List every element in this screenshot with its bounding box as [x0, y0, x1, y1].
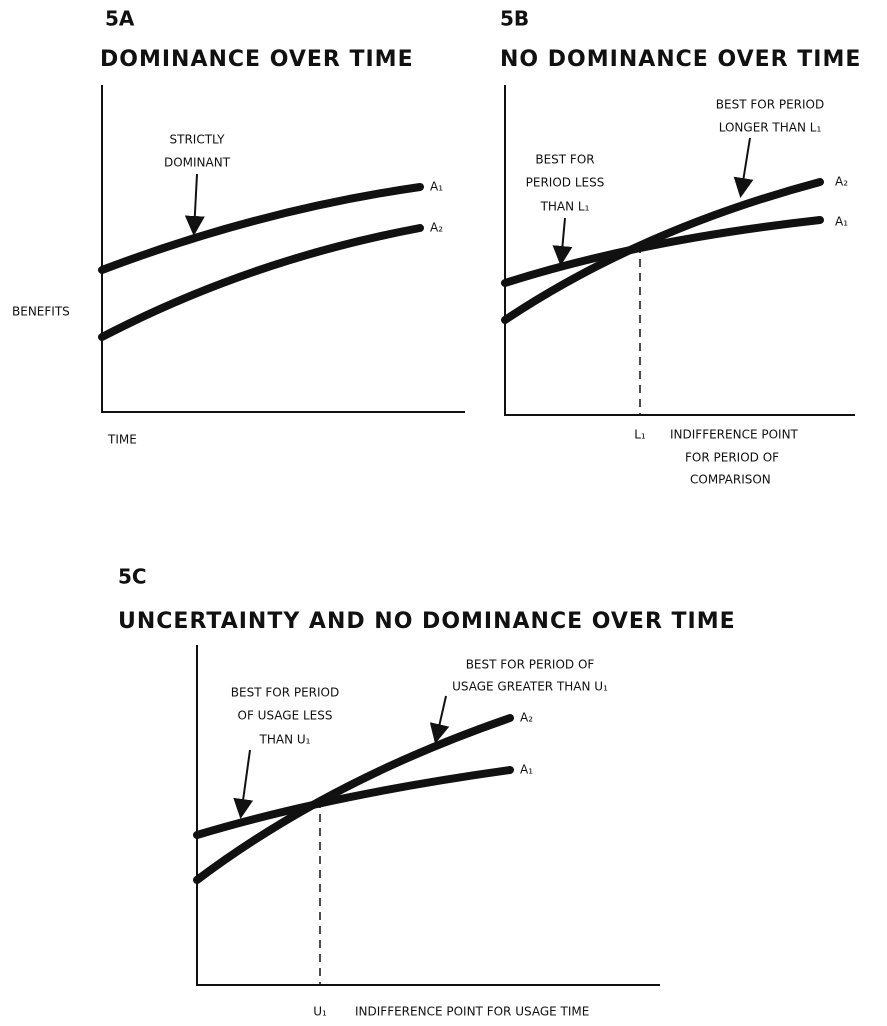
- axes: [504, 85, 855, 416]
- point-label: U₁: [313, 1005, 327, 1019]
- curve: [501, 216, 824, 287]
- arrow: [429, 695, 450, 744]
- annotation: BEST FOR: [535, 153, 594, 167]
- panel-id: 5C: [118, 565, 147, 589]
- panel-5b: 5B NO DOMINANCE OVER TIME A₂ A₁ BEST FOR…: [500, 7, 861, 487]
- annotation: THAN U₁: [259, 733, 311, 747]
- point-label: L₁: [634, 428, 646, 442]
- arrow: [552, 217, 573, 266]
- annotation: THAN L₁: [540, 200, 590, 214]
- panel-5a: 5A DOMINANCE OVER TIME A₁ A₂ STRICTLY DO…: [12, 7, 465, 447]
- panel-title: UNCERTAINTY AND NO DOMINANCE OVER TIME: [118, 609, 736, 634]
- arrow: [733, 137, 754, 198]
- curve: [98, 224, 424, 341]
- arrow: [233, 749, 254, 819]
- curve-label: A₁: [430, 180, 443, 194]
- annotation: DOMINANT: [164, 156, 231, 170]
- curve: [193, 766, 514, 839]
- panel-5c: 5C UNCERTAINTY AND NO DOMINANCE OVER TIM…: [118, 565, 736, 1019]
- curve-label: A₂: [430, 221, 443, 235]
- annotation: BEST FOR PERIOD: [231, 686, 339, 700]
- annotation: LONGER THAN L₁: [719, 121, 822, 135]
- annotation: OF USAGE LESS: [238, 709, 333, 723]
- x-axis-label: TIME: [107, 433, 137, 447]
- x-axis-label: INDIFFERENCE POINT FOR USAGE TIME: [355, 1005, 589, 1019]
- x-axis-label: INDIFFERENCE POINT: [670, 428, 799, 442]
- x-axis-label: COMPARISON: [690, 473, 771, 487]
- y-axis-label: BENEFITS: [12, 305, 70, 319]
- panel-id: 5A: [105, 7, 135, 31]
- x-axis-label: FOR PERIOD OF: [685, 451, 779, 465]
- panel-title: NO DOMINANCE OVER TIME: [500, 47, 861, 72]
- annotation: STRICTLY: [170, 133, 226, 147]
- curve-label: A₂: [520, 711, 533, 725]
- panel-title: DOMINANCE OVER TIME: [100, 47, 414, 72]
- curve: [193, 714, 514, 884]
- axes: [196, 645, 660, 986]
- annotation: BEST FOR PERIOD OF: [466, 658, 595, 672]
- axes: [101, 85, 465, 413]
- arrow: [184, 173, 205, 236]
- curve-label: A₁: [835, 215, 848, 229]
- annotation: USAGE GREATER THAN U₁: [452, 680, 608, 694]
- panel-id: 5B: [500, 7, 529, 31]
- curve-label: A₁: [520, 763, 533, 777]
- annotation: BEST FOR PERIOD: [716, 98, 824, 112]
- curve-label: A₂: [835, 175, 848, 189]
- curve: [501, 178, 824, 324]
- annotation: PERIOD LESS: [526, 176, 605, 190]
- curve: [98, 183, 424, 274]
